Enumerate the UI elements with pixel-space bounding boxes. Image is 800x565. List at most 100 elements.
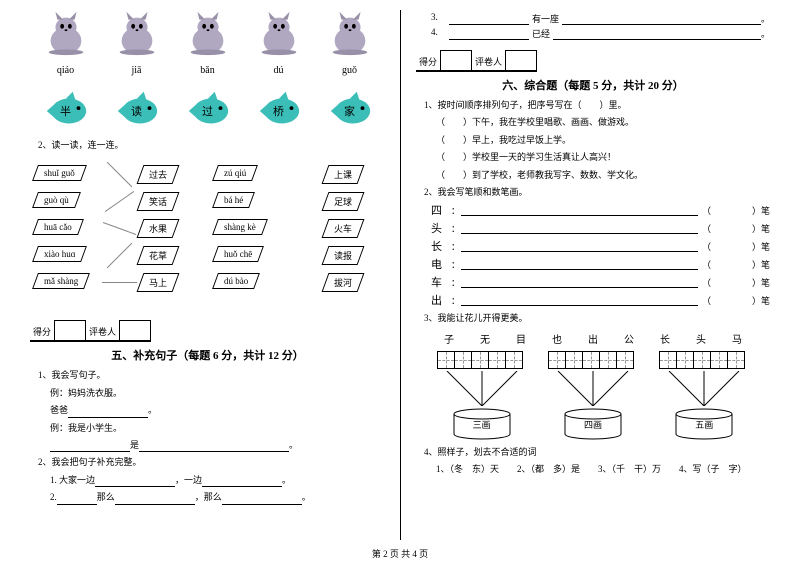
blank-field[interactable] bbox=[139, 441, 289, 452]
q6-1-line: （ ）到了学校，老师教我写字、数数、学文化。 bbox=[436, 168, 770, 182]
reviewer-box[interactable] bbox=[119, 320, 151, 342]
fish-icon: 半 bbox=[42, 91, 90, 133]
q5-2-2: 2.那么，那么。 bbox=[50, 490, 385, 504]
q2-title: 2、读一读，连一连。 bbox=[38, 138, 385, 152]
grid-boxes[interactable] bbox=[437, 351, 527, 369]
cylinder-icon: 五画 bbox=[674, 408, 734, 440]
stroke-row: 出：（）笔 bbox=[431, 292, 770, 308]
fish-icon: 读 bbox=[113, 91, 161, 133]
q6-4: 4、照样子，划去不合适的词 bbox=[424, 445, 770, 459]
match-item: huā cǎo bbox=[44, 222, 72, 232]
right-column: 3.有一座。 4.已经。 得分 评卷人 六、综合题（每题 5 分，共计 20 分… bbox=[400, 10, 770, 540]
q6-2: 2、我会写笔顺和数笔画。 bbox=[424, 185, 770, 199]
stroke-char: 车 bbox=[431, 274, 451, 290]
flower-group: 五画 bbox=[659, 351, 749, 440]
match-item: xiào huɑ bbox=[44, 249, 75, 259]
section-6-title: 六、综合题（每题 5 分，共计 20 分） bbox=[416, 77, 770, 95]
blank-field[interactable] bbox=[461, 294, 698, 306]
blank-field[interactable] bbox=[461, 222, 698, 234]
blank-field[interactable] bbox=[68, 407, 148, 418]
q6-3: 3、我能让花儿开得更美。 bbox=[424, 311, 770, 325]
reviewer-label: 评卷人 bbox=[86, 320, 119, 342]
stroke-row: 长：（）笔 bbox=[431, 238, 770, 254]
blank-field[interactable] bbox=[553, 27, 761, 40]
blank-field[interactable] bbox=[461, 276, 698, 288]
blank-field[interactable] bbox=[461, 204, 698, 216]
char-row: 子 无 目 也 出 公 长 头 马 bbox=[431, 331, 755, 346]
match-item: shàng kè bbox=[224, 222, 256, 232]
page-footer: 第 2 页 共 4 页 bbox=[0, 547, 800, 560]
left-column: qiáo jiā bǎn dú guǒ 半 读 过 桥 家 2、读一读，连一连。… bbox=[30, 10, 400, 540]
match-item: guò qù bbox=[44, 195, 69, 205]
match-item: 上课 bbox=[334, 168, 352, 181]
char: 马 bbox=[732, 331, 742, 346]
cat-icon bbox=[255, 10, 303, 60]
cats-row bbox=[30, 10, 385, 60]
stroke-row: 车：（）笔 bbox=[431, 274, 770, 290]
blank-field[interactable] bbox=[95, 476, 175, 487]
pinyin-label: jiā bbox=[113, 65, 161, 76]
grid-boxes[interactable] bbox=[659, 351, 749, 369]
flower-group: 三画 bbox=[437, 351, 527, 440]
cat-icon bbox=[326, 10, 374, 60]
blank-field[interactable] bbox=[115, 494, 195, 505]
q6-1-line: （ ）下午，我在学校里唱歌、画画、做游戏。 bbox=[436, 115, 770, 129]
q5-1-blank2: 是。 bbox=[50, 438, 385, 452]
pinyin-label: guǒ bbox=[326, 65, 374, 76]
q5-1-blank: 爸爸。 bbox=[50, 403, 385, 417]
blank-field[interactable] bbox=[202, 476, 282, 487]
cylinder-icon: 三画 bbox=[452, 408, 512, 440]
stroke-char: 电 bbox=[431, 256, 451, 272]
cat-icon bbox=[113, 10, 161, 60]
stroke-char: 长 bbox=[431, 238, 451, 254]
blank-field[interactable] bbox=[222, 494, 302, 505]
blank-field[interactable] bbox=[449, 27, 529, 40]
blank-field[interactable] bbox=[461, 240, 698, 252]
pinyin-row: qiáo jiā bǎn dú guǒ bbox=[30, 65, 385, 76]
flower-group: 四画 bbox=[548, 351, 638, 440]
pinyin-label: bǎn bbox=[184, 65, 232, 76]
blank-field[interactable] bbox=[449, 12, 529, 25]
fill-4: 4.已经。 bbox=[431, 27, 770, 40]
stroke-rows: 四：（）笔头：（）笔长：（）笔电：（）笔车：（）笔出：（）笔 bbox=[416, 202, 770, 308]
cat-icon bbox=[42, 10, 90, 60]
match-item: zú qiú bbox=[224, 168, 246, 178]
pinyin-label: dú bbox=[255, 65, 303, 76]
match-item: 过去 bbox=[149, 168, 167, 181]
match-item: shuǐ guǒ bbox=[44, 168, 75, 178]
flower-area: 三画 四画 五画 bbox=[426, 351, 760, 440]
q6-1-line: （ ）早上，我吃过早饭上学。 bbox=[436, 133, 770, 147]
char: 无 bbox=[480, 331, 490, 346]
q5-1: 1、我会写句子。 bbox=[38, 368, 385, 382]
match-item: 拔河 bbox=[334, 276, 352, 289]
char: 头 bbox=[696, 331, 706, 346]
stroke-row: 头：（）笔 bbox=[431, 220, 770, 236]
match-item: 火车 bbox=[334, 222, 352, 235]
q5-2: 2、我会把句子补充完整。 bbox=[38, 455, 385, 469]
match-item: mǎ shàng bbox=[44, 276, 78, 286]
match-item: huǒ chē bbox=[224, 249, 252, 259]
q6-4-text: 1、（冬 东）天 2、（都 多）是 3、（千 干）万 4、写（子 字） bbox=[436, 462, 770, 476]
blank-field[interactable] bbox=[461, 258, 698, 270]
grid-boxes[interactable] bbox=[548, 351, 638, 369]
q6-1: 1、按时间顺序排列句子，把序号写在（ ）里。 bbox=[424, 98, 770, 112]
match-item: 花草 bbox=[149, 249, 167, 262]
score-box[interactable] bbox=[54, 320, 86, 342]
char: 目 bbox=[516, 331, 526, 346]
stroke-row: 四：（）笔 bbox=[431, 202, 770, 218]
score-label: 得分 bbox=[30, 320, 54, 342]
match-item: 水果 bbox=[149, 222, 167, 235]
stroke-row: 电：（）笔 bbox=[431, 256, 770, 272]
section-5-title: 五、补充句子（每题 6 分，共计 12 分） bbox=[30, 347, 385, 365]
match-item: dú bào bbox=[224, 276, 248, 286]
fish-icon: 过 bbox=[184, 91, 232, 133]
match-item: 足球 bbox=[334, 195, 352, 208]
blank-field[interactable] bbox=[50, 441, 130, 452]
char: 也 bbox=[552, 331, 562, 346]
cylinder-icon: 四画 bbox=[563, 408, 623, 440]
reviewer-box[interactable] bbox=[505, 50, 537, 72]
score-box[interactable] bbox=[440, 50, 472, 72]
blank-field[interactable] bbox=[57, 494, 97, 505]
blank-field[interactable] bbox=[562, 12, 761, 25]
stroke-char: 出 bbox=[431, 292, 451, 308]
